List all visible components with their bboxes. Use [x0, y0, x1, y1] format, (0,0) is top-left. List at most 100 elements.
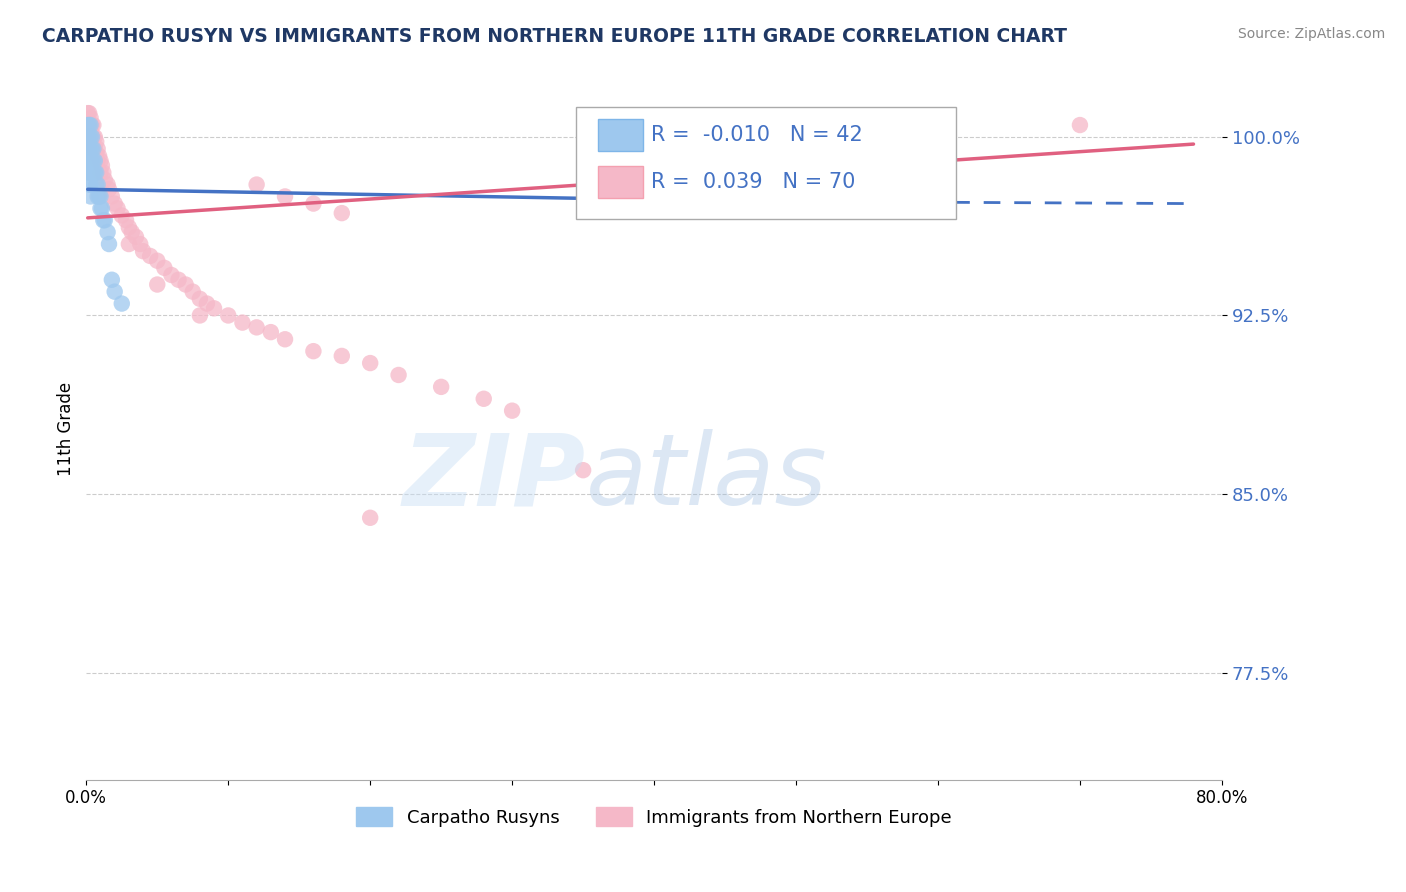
- Point: [82, 130, 104, 145]
- Point: [160, 268, 183, 282]
- Point: [302, 344, 325, 359]
- Point: [146, 253, 169, 268]
- Point: [86, 153, 108, 168]
- Point: [115, 213, 138, 227]
- Text: CARPATHO RUSYN VS IMMIGRANTS FROM NORTHERN EUROPE 11TH GRADE CORRELATION CHART: CARPATHO RUSYN VS IMMIGRANTS FROM NORTHE…: [42, 27, 1067, 45]
- Point: [79, 130, 101, 145]
- Point: [86, 178, 108, 192]
- Point: [387, 368, 409, 382]
- Point: [83, 130, 105, 145]
- Point: [79, 189, 101, 203]
- Point: [359, 510, 381, 524]
- Point: [87, 189, 110, 203]
- Point: [111, 296, 134, 310]
- Point: [118, 237, 141, 252]
- Point: [274, 332, 297, 346]
- Point: [472, 392, 495, 406]
- Text: ZIP: ZIP: [404, 429, 586, 526]
- Point: [139, 249, 162, 263]
- Point: [188, 292, 211, 306]
- Point: [77, 106, 100, 120]
- Point: [76, 130, 98, 145]
- Point: [572, 463, 595, 477]
- Point: [1069, 118, 1091, 132]
- Point: [84, 146, 107, 161]
- Point: [79, 178, 101, 192]
- Point: [84, 135, 107, 149]
- Point: [76, 142, 98, 156]
- Point: [302, 196, 325, 211]
- Point: [132, 244, 155, 259]
- Point: [330, 349, 353, 363]
- Point: [104, 196, 127, 211]
- Point: [129, 237, 152, 252]
- Point: [77, 153, 100, 168]
- Point: [80, 142, 103, 156]
- Point: [146, 277, 169, 292]
- Text: R =  -0.010   N = 42: R = -0.010 N = 42: [651, 125, 863, 145]
- Point: [76, 118, 98, 132]
- Point: [89, 189, 111, 203]
- Point: [89, 202, 111, 216]
- Point: [246, 178, 269, 192]
- Point: [77, 166, 100, 180]
- Point: [118, 220, 141, 235]
- Point: [87, 149, 110, 163]
- Point: [79, 111, 101, 125]
- Point: [101, 273, 124, 287]
- Point: [77, 118, 100, 132]
- Point: [83, 153, 105, 168]
- Point: [77, 178, 100, 192]
- Point: [82, 142, 104, 156]
- Point: [90, 159, 112, 173]
- Point: [98, 182, 121, 196]
- Y-axis label: 11th Grade: 11th Grade: [58, 382, 75, 475]
- Point: [98, 237, 121, 252]
- Point: [80, 130, 103, 145]
- Point: [76, 130, 98, 145]
- Point: [89, 153, 111, 168]
- Point: [107, 202, 129, 216]
- Point: [174, 277, 197, 292]
- Point: [274, 189, 297, 203]
- Point: [80, 166, 103, 180]
- Point: [77, 142, 100, 156]
- Point: [125, 230, 148, 244]
- Point: [79, 123, 101, 137]
- Point: [84, 166, 107, 180]
- Point: [76, 153, 98, 168]
- Point: [76, 106, 98, 120]
- Point: [188, 309, 211, 323]
- Text: Source: ZipAtlas.com: Source: ZipAtlas.com: [1237, 27, 1385, 41]
- Point: [79, 135, 101, 149]
- Text: R =  0.039   N = 70: R = 0.039 N = 70: [651, 172, 855, 192]
- Point: [89, 166, 111, 180]
- Point: [97, 225, 120, 239]
- Point: [86, 189, 108, 203]
- Point: [111, 209, 134, 223]
- Point: [77, 130, 100, 145]
- Point: [86, 142, 108, 156]
- Point: [93, 173, 115, 187]
- Point: [246, 320, 269, 334]
- Point: [91, 166, 114, 180]
- Point: [83, 142, 105, 156]
- Point: [430, 380, 453, 394]
- Point: [76, 118, 98, 132]
- Point: [359, 356, 381, 370]
- Point: [79, 118, 101, 132]
- Point: [79, 166, 101, 180]
- Point: [153, 260, 176, 275]
- Point: [195, 296, 218, 310]
- Point: [101, 189, 124, 203]
- Point: [82, 118, 104, 132]
- Point: [260, 325, 283, 339]
- Point: [330, 206, 353, 220]
- Point: [501, 403, 523, 417]
- Point: [82, 142, 104, 156]
- Point: [90, 202, 112, 216]
- Point: [77, 118, 100, 132]
- Point: [82, 166, 104, 180]
- Point: [91, 213, 114, 227]
- Point: [202, 301, 225, 316]
